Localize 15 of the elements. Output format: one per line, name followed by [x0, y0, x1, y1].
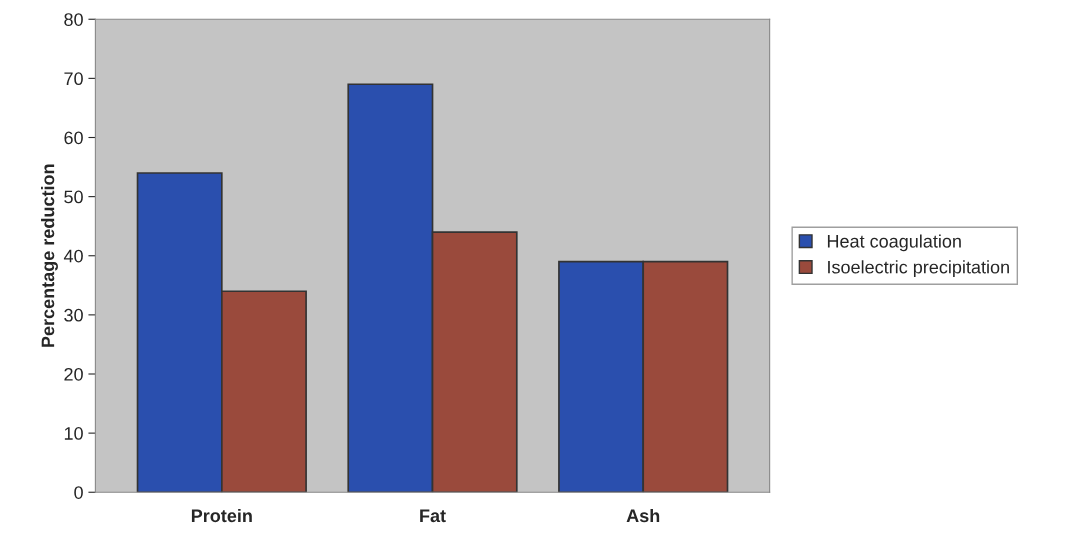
y-tick-label: 80 [64, 13, 83, 26]
y-axis-title: Percentage reduction [41, 164, 58, 347]
y-tick-label: 0 [74, 486, 83, 499]
y-tick-label: 20 [64, 367, 83, 381]
y-tick-label: 60 [64, 131, 83, 145]
legend-label: Isoelectric precipitation [828, 260, 1009, 278]
y-tick-label: 70 [64, 72, 83, 86]
y-tick-label: 30 [64, 308, 83, 322]
x-tick-label: Ash [626, 508, 660, 523]
y-tick-label: 50 [64, 190, 83, 204]
y-tick-label: 10 [64, 427, 83, 440]
x-tick-label: Protein [191, 508, 252, 523]
legend-label: Heat coagulation [827, 234, 961, 252]
y-tick-label: 40 [63, 249, 83, 263]
x-tick-label: Fat [420, 509, 446, 523]
